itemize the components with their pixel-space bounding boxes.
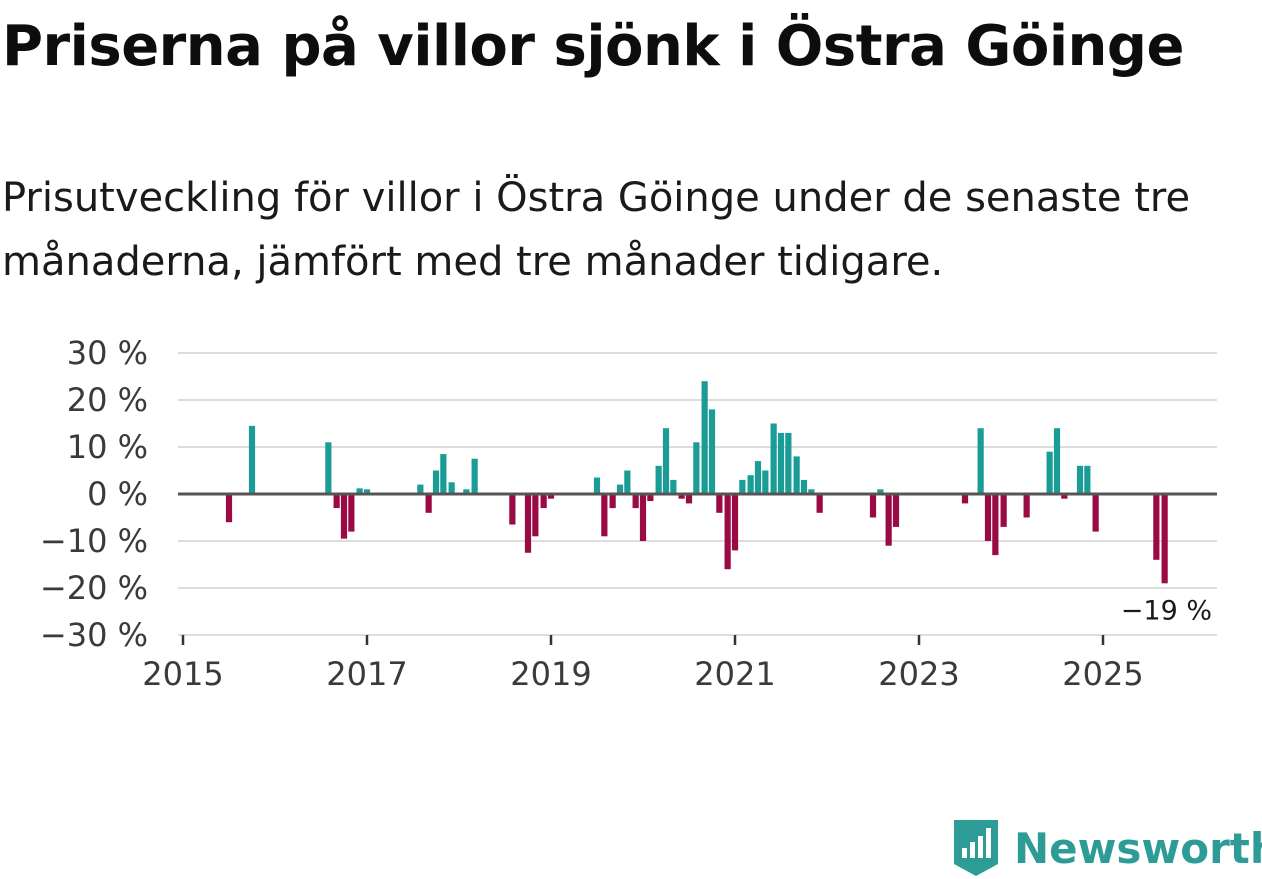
chart-subtitle: Prisutveckling för villor i Östra Göinge… xyxy=(2,175,1191,285)
bar-negative xyxy=(340,494,348,539)
bar-negative xyxy=(961,494,969,504)
bar-positive xyxy=(762,470,769,494)
bar-positive xyxy=(693,442,700,494)
tick-labels: 30 % 20 % 10 % 0 % −10 % −20 % −30 %2015 2017 20… xyxy=(40,334,1212,693)
bar-positive xyxy=(616,484,624,494)
y-tick-label: 30 % xyxy=(67,334,148,372)
bar-negative xyxy=(1000,494,1007,527)
bar-positive xyxy=(356,488,363,494)
bar-positive xyxy=(463,489,470,494)
bar-negative xyxy=(984,494,992,541)
bar-negative xyxy=(601,494,608,537)
bar-positive xyxy=(1084,465,1091,494)
bar-positive xyxy=(417,484,424,494)
axes xyxy=(178,492,1217,645)
bar-negative xyxy=(724,494,731,570)
bar-negative xyxy=(1023,494,1030,518)
bar-positive xyxy=(785,432,792,494)
bar-positive xyxy=(624,470,631,494)
bar-negative xyxy=(1153,494,1160,560)
bar-negative xyxy=(816,494,823,513)
x-tick-label: 2017 xyxy=(326,655,407,693)
bars xyxy=(225,381,1168,584)
bar-negative xyxy=(333,494,340,509)
x-tick-label: 2025 xyxy=(1062,655,1143,693)
bar-positive xyxy=(701,381,708,494)
bar-positive xyxy=(448,482,455,494)
bar-negative xyxy=(869,494,877,518)
brand-name: Newsworthy xyxy=(1014,823,1262,873)
bar-positive xyxy=(1046,451,1053,494)
x-tick-label: 2015 xyxy=(142,655,223,693)
bar-positive xyxy=(808,489,815,494)
bar-positive xyxy=(1076,465,1084,494)
bar-positive xyxy=(325,442,332,494)
bar-negative xyxy=(348,494,355,532)
y-tick-label: 10 % xyxy=(67,428,148,466)
bar-negative xyxy=(532,494,539,537)
bar-negative xyxy=(509,494,516,525)
chart-title: Priserna på villor sjönk i Östra Göinge xyxy=(2,14,1184,79)
bar-negative xyxy=(547,494,555,499)
bar-positive xyxy=(747,475,754,494)
newsworthy-logo-icon xyxy=(954,820,998,876)
bar-negative xyxy=(647,494,654,502)
bar-negative xyxy=(892,494,900,527)
bar-chart: 30 % 20 % 10 % 0 % −10 % −20 % −30 %2015 2017 20… xyxy=(40,334,1217,693)
bar-positive xyxy=(248,425,256,494)
bar-positive xyxy=(877,489,884,494)
bar-positive xyxy=(1053,428,1061,494)
bar-negative xyxy=(1092,494,1099,532)
bar-positive xyxy=(708,409,716,494)
bar-negative xyxy=(685,494,693,504)
bar-positive xyxy=(670,479,677,494)
bar-negative xyxy=(609,494,616,509)
bar-positive xyxy=(471,458,478,494)
bar-positive xyxy=(793,456,800,494)
bar-negative xyxy=(540,494,547,509)
bar-negative xyxy=(678,494,685,499)
bar-positive xyxy=(432,470,440,494)
bar-negative xyxy=(716,494,723,513)
bar-positive xyxy=(363,489,371,494)
y-tick-label: −30 % xyxy=(40,616,148,654)
bar-negative xyxy=(225,494,233,523)
bar-negative xyxy=(1161,494,1168,584)
bar-negative xyxy=(524,494,532,553)
bar-negative xyxy=(639,494,647,541)
bar-positive xyxy=(739,479,746,494)
x-tick-label: 2019 xyxy=(510,655,591,693)
bar-negative xyxy=(425,494,432,513)
bar-positive xyxy=(440,454,447,494)
bar-positive xyxy=(977,428,984,494)
bar-negative xyxy=(992,494,999,556)
bar-negative xyxy=(731,494,739,551)
y-tick-label: −20 % xyxy=(40,569,148,607)
bar-positive xyxy=(770,423,777,494)
bar-positive xyxy=(777,432,785,494)
bar-negative xyxy=(632,494,639,509)
y-tick-label: −10 % xyxy=(40,522,148,560)
bar-positive xyxy=(655,465,662,494)
y-tick-label: 20 % xyxy=(67,381,148,419)
bar-positive xyxy=(754,461,762,494)
bar-positive xyxy=(800,479,808,494)
bar-positive xyxy=(593,477,601,494)
x-tick-label: 2021 xyxy=(694,655,775,693)
x-tick-label: 2023 xyxy=(878,655,959,693)
bar-positive xyxy=(662,428,670,494)
y-tick-label: 0 % xyxy=(87,475,148,513)
bar-negative xyxy=(1061,494,1068,499)
bar-negative xyxy=(885,494,892,546)
last-value-annotation: −19 % xyxy=(1121,595,1212,626)
brand-logo: Newsworthy xyxy=(950,818,1262,878)
